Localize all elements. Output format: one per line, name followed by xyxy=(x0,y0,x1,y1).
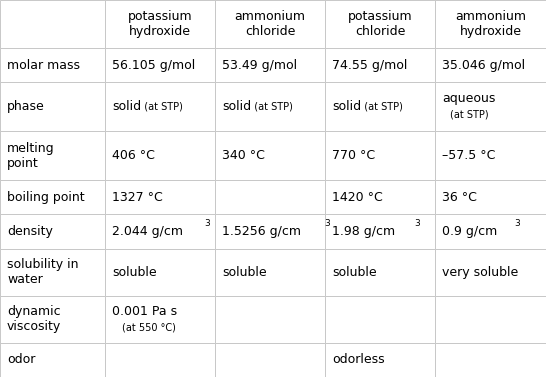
Text: 0.001 Pa s: 0.001 Pa s xyxy=(112,305,177,318)
Bar xyxy=(105,249,215,296)
Text: 340 °C: 340 °C xyxy=(222,149,265,162)
Text: 770 °C: 770 °C xyxy=(332,149,375,162)
Text: aqueous: aqueous xyxy=(442,92,495,105)
Bar xyxy=(105,48,215,82)
Bar xyxy=(215,0,325,48)
Text: soluble: soluble xyxy=(332,266,377,279)
Bar xyxy=(0,48,105,82)
Text: boiling point: boiling point xyxy=(7,191,85,204)
Bar xyxy=(215,343,325,377)
Text: –57.5 °C: –57.5 °C xyxy=(442,149,495,162)
Bar xyxy=(0,180,105,215)
Bar xyxy=(0,296,105,343)
Text: (at STP): (at STP) xyxy=(358,102,403,112)
Text: solid: solid xyxy=(332,100,361,113)
Bar xyxy=(325,48,435,82)
Text: molar mass: molar mass xyxy=(7,58,80,72)
Text: 1.5256 g/cm: 1.5256 g/cm xyxy=(222,225,301,238)
Text: 1.98 g/cm: 1.98 g/cm xyxy=(332,225,395,238)
Text: melting
point: melting point xyxy=(7,142,55,170)
Bar xyxy=(105,82,215,131)
Bar xyxy=(325,0,435,48)
Bar xyxy=(0,343,105,377)
Bar xyxy=(215,48,325,82)
Bar xyxy=(215,249,325,296)
Bar xyxy=(0,215,105,249)
Text: 3: 3 xyxy=(204,219,210,228)
Bar xyxy=(435,296,546,343)
Bar xyxy=(435,82,546,131)
Bar xyxy=(105,131,215,180)
Text: (at STP): (at STP) xyxy=(138,102,183,112)
Bar xyxy=(0,131,105,180)
Bar xyxy=(325,249,435,296)
Text: 3: 3 xyxy=(414,219,420,228)
Bar xyxy=(325,215,435,249)
Bar xyxy=(435,343,546,377)
Text: phase: phase xyxy=(7,100,45,113)
Bar xyxy=(435,0,546,48)
Text: potassium
hydroxide: potassium hydroxide xyxy=(128,10,192,38)
Bar xyxy=(105,0,215,48)
Bar xyxy=(215,215,325,249)
Bar xyxy=(105,180,215,215)
Text: 35.046 g/mol: 35.046 g/mol xyxy=(442,58,525,72)
Text: potassium
chloride: potassium chloride xyxy=(348,10,412,38)
Text: solubility in
water: solubility in water xyxy=(7,258,79,286)
Text: 36 °C: 36 °C xyxy=(442,191,477,204)
Text: 406 °C: 406 °C xyxy=(112,149,155,162)
Text: 53.49 g/mol: 53.49 g/mol xyxy=(222,58,297,72)
Bar xyxy=(215,131,325,180)
Bar xyxy=(435,48,546,82)
Text: 2.044 g/cm: 2.044 g/cm xyxy=(112,225,183,238)
Text: soluble: soluble xyxy=(222,266,266,279)
Text: density: density xyxy=(7,225,53,238)
Text: odor: odor xyxy=(7,353,35,366)
Bar xyxy=(215,296,325,343)
Bar xyxy=(435,180,546,215)
Text: (at 550 °C): (at 550 °C) xyxy=(122,322,176,332)
Text: 3: 3 xyxy=(514,219,520,228)
Text: soluble: soluble xyxy=(112,266,157,279)
Text: ammonium
chloride: ammonium chloride xyxy=(234,10,306,38)
Bar xyxy=(435,215,546,249)
Bar xyxy=(215,180,325,215)
Bar xyxy=(325,131,435,180)
Bar xyxy=(325,180,435,215)
Bar xyxy=(0,82,105,131)
Text: 56.105 g/mol: 56.105 g/mol xyxy=(112,58,195,72)
Text: 0.9 g/cm: 0.9 g/cm xyxy=(442,225,497,238)
Bar xyxy=(215,82,325,131)
Text: (at STP): (at STP) xyxy=(450,110,489,120)
Text: 1420 °C: 1420 °C xyxy=(332,191,383,204)
Bar xyxy=(0,249,105,296)
Bar xyxy=(325,343,435,377)
Bar xyxy=(435,131,546,180)
Text: odorless: odorless xyxy=(332,353,384,366)
Text: very soluble: very soluble xyxy=(442,266,518,279)
Bar xyxy=(325,296,435,343)
Text: solid: solid xyxy=(222,100,251,113)
Bar xyxy=(105,215,215,249)
Text: 1327 °C: 1327 °C xyxy=(112,191,163,204)
Bar xyxy=(435,249,546,296)
Text: (at STP): (at STP) xyxy=(248,102,293,112)
Text: dynamic
viscosity: dynamic viscosity xyxy=(7,305,61,333)
Text: 74.55 g/mol: 74.55 g/mol xyxy=(332,58,407,72)
Bar xyxy=(0,0,105,48)
Text: 3: 3 xyxy=(324,219,330,228)
Bar xyxy=(325,82,435,131)
Bar xyxy=(105,343,215,377)
Bar xyxy=(105,296,215,343)
Text: ammonium
hydroxide: ammonium hydroxide xyxy=(455,10,526,38)
Text: solid: solid xyxy=(112,100,141,113)
